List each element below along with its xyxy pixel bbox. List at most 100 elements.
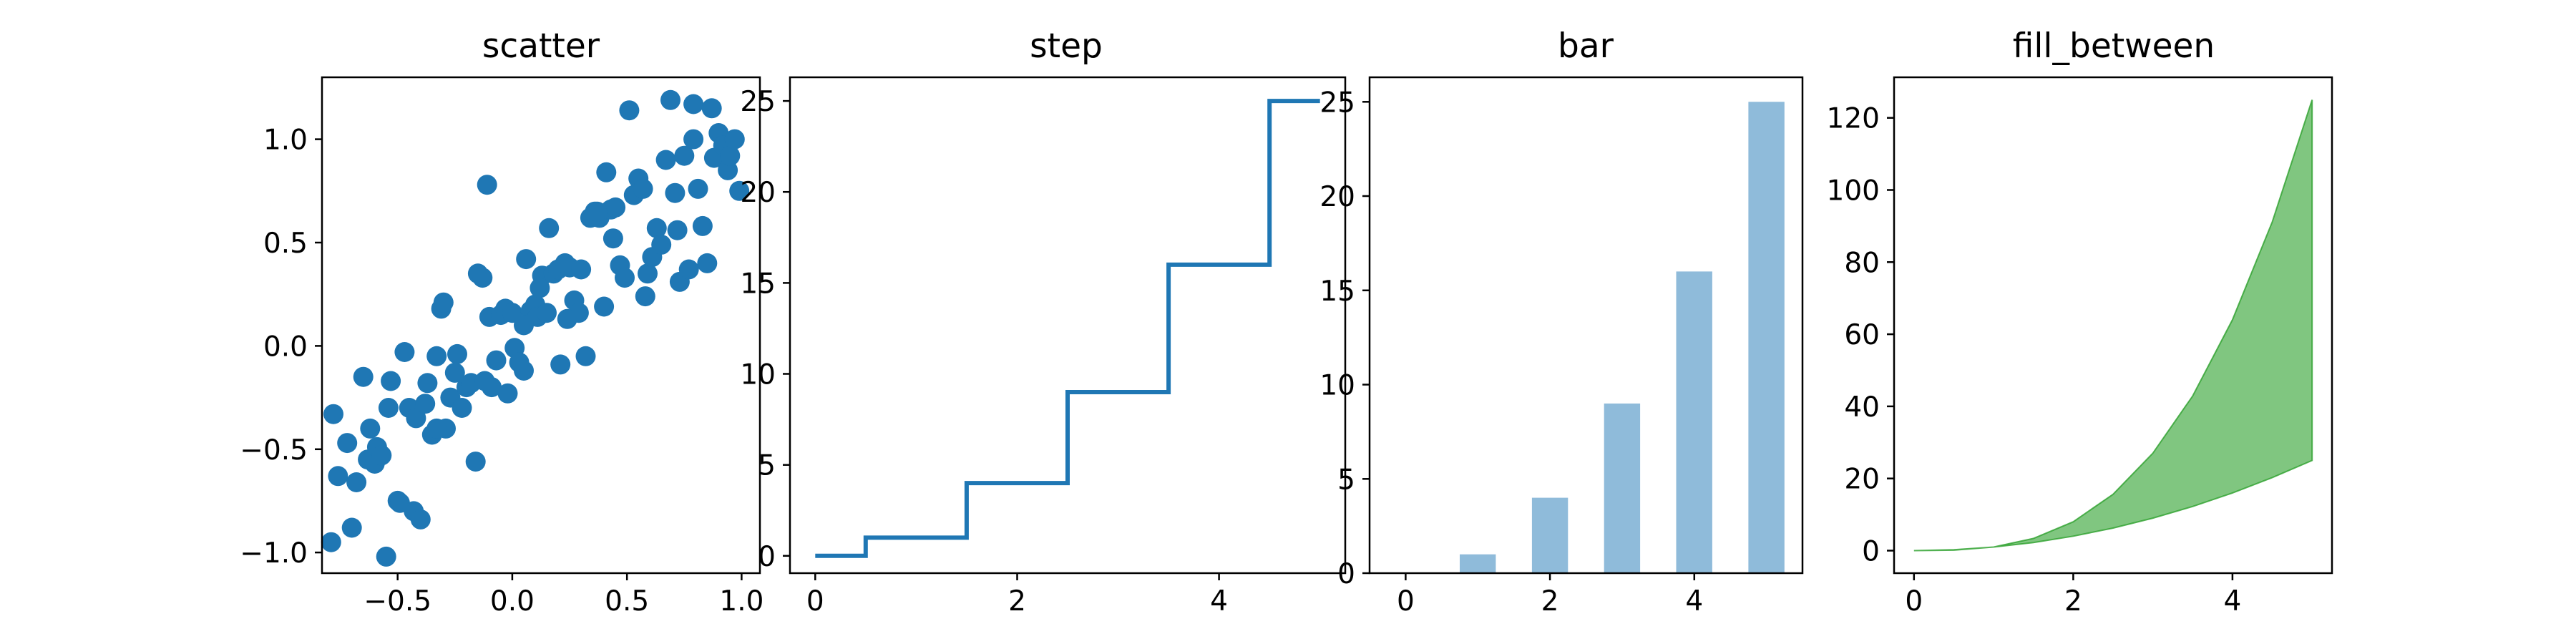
scatter-point (321, 532, 341, 552)
scatter-point (665, 182, 686, 203)
scatter-point (571, 259, 592, 280)
scatter-point (605, 197, 626, 218)
step-frame (789, 76, 1347, 575)
y-tick-label: 0 (1337, 558, 1355, 590)
scatter-x-ticks: −0.5 0.0 0.5 1.0 (364, 573, 763, 618)
bar (1604, 403, 1641, 573)
scatter-point (410, 509, 431, 530)
bar (1748, 102, 1785, 574)
scatter-point (465, 452, 486, 472)
scatter-point (615, 268, 635, 288)
y-tick-label: 40 (1844, 391, 1880, 424)
step-marks (815, 99, 1320, 558)
y-tick-label: −0.5 (240, 434, 308, 467)
scatter-point (497, 383, 518, 404)
x-tick-label: 4 (2223, 585, 2241, 618)
y-tick-label: 10 (740, 359, 776, 391)
x-tick-label: 4 (1685, 585, 1703, 618)
scatter-marks (321, 89, 750, 567)
x-tick-label: 0 (1905, 585, 1923, 618)
scatter-y-ticks: −1.0 −0.5 0.0 0.5 1.0 (240, 125, 322, 570)
scatter-point (646, 218, 667, 238)
scatter-point (619, 100, 640, 121)
scatter-point (346, 472, 367, 492)
step-title: step (1030, 26, 1103, 66)
y-tick-label: 5 (1337, 464, 1355, 496)
x-tick-label: 0 (1397, 585, 1415, 618)
scatter-point (516, 249, 537, 270)
scatter-point (638, 263, 658, 284)
x-tick-label: 0.5 (605, 585, 649, 618)
bar (1676, 271, 1712, 573)
scatter-point (378, 398, 399, 418)
x-tick-label: 1.0 (719, 585, 763, 618)
x-tick-label: 2 (1541, 585, 1559, 618)
scatter-point (587, 201, 608, 222)
scatter-point (415, 394, 436, 414)
scatter-point (341, 517, 362, 538)
y-tick-label: 0.5 (263, 228, 308, 260)
scatter-point (655, 150, 676, 170)
scatter-point (452, 398, 472, 418)
scatter-point (444, 362, 465, 383)
bar-frame (1368, 76, 1804, 575)
scatter-point (371, 445, 392, 466)
x-tick-label: 0 (806, 585, 824, 618)
bar-x-ticks: 0 2 4 (1397, 573, 1703, 618)
scatter-point (337, 433, 358, 454)
scatter-point (550, 354, 571, 375)
scatter-point (575, 346, 596, 366)
y-tick-label: 15 (740, 268, 776, 300)
x-tick-label: 4 (1210, 585, 1228, 618)
scatter-point (667, 220, 688, 240)
fill-between-y-ticks: 0 20 40 60 80 100 120 (1827, 103, 1894, 568)
scatter-point (651, 234, 672, 255)
scatter-point (426, 418, 447, 439)
panel-fill-between: fill_between 0 2 4 0 20 40 60 80 100 120 (1827, 26, 2333, 618)
scatter-point (539, 218, 560, 238)
y-tick-label: 80 (1844, 247, 1880, 279)
scatter-point (477, 175, 497, 195)
scatter-point (692, 215, 713, 236)
scatter-title: scatter (482, 26, 600, 66)
panel-scatter: scatter −0.5 0.0 0.5 1.0 −1.0 −0.5 0.0 0.5 1.0 (240, 26, 763, 618)
scatter-point (537, 303, 557, 323)
scatter-point (678, 259, 699, 280)
scatter-point (447, 343, 467, 364)
scatter-point (328, 466, 348, 487)
panel-bar: bar 0 2 4 0 5 10 15 20 25 (1319, 26, 1804, 618)
scatter-point (482, 377, 502, 398)
panel-step: step 0 2 4 0 5 10 15 20 25 (740, 26, 1347, 618)
scatter-point (729, 180, 750, 201)
scatter-point (514, 315, 534, 336)
y-tick-label: 20 (1844, 464, 1880, 496)
scatter-point (635, 286, 655, 307)
scatter-point (674, 145, 695, 166)
scatter-point (633, 178, 653, 199)
scatter-point (486, 350, 507, 371)
scatter-point (683, 94, 704, 114)
scatter-point (360, 418, 381, 439)
scatter-point (530, 278, 550, 298)
step-line (815, 99, 1320, 558)
y-tick-label: 0.0 (263, 331, 308, 363)
step-y-ticks: 0 5 10 15 20 25 (740, 86, 790, 573)
x-tick-label: −0.5 (364, 585, 431, 618)
scatter-point (323, 404, 343, 424)
scatter-point (724, 129, 745, 150)
scatter-point (594, 296, 615, 317)
scatter-point (697, 253, 718, 273)
y-tick-label: 20 (1319, 181, 1355, 213)
y-tick-label: 25 (1319, 87, 1355, 119)
y-tick-label: 60 (1844, 319, 1880, 351)
scatter-point (394, 342, 415, 362)
y-tick-label: 120 (1827, 103, 1880, 135)
scatter-point (660, 89, 680, 110)
scatter-point (602, 228, 623, 249)
scatter-point (720, 145, 741, 166)
y-tick-label: 25 (740, 86, 776, 118)
y-tick-label: 15 (1319, 275, 1355, 308)
bar-y-ticks: 0 5 10 15 20 25 (1319, 87, 1370, 590)
